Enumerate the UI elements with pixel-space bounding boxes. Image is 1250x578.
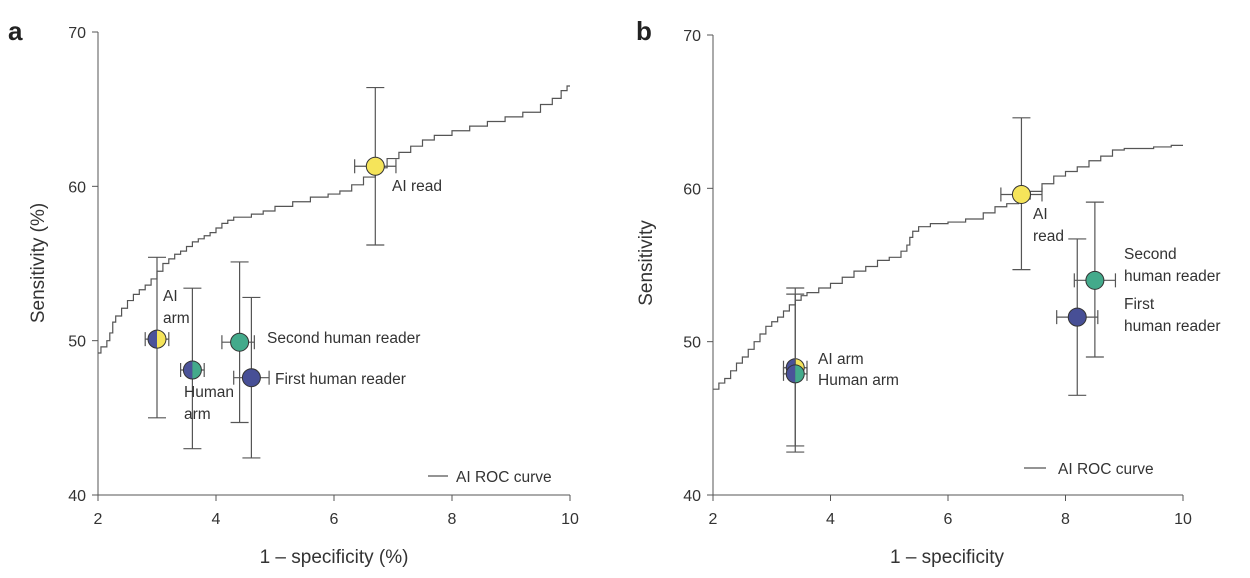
panel-a-letter: a: [8, 16, 23, 46]
panel-a-x-tick-label: 8: [448, 511, 457, 528]
panel-b-x-label: 1 – specificity: [890, 547, 1005, 568]
panel-a-point-human-arm: Human arm: [180, 287, 234, 450]
panel-b-ai-read-label: AI: [1033, 206, 1048, 223]
panel-b-human-arm-marker-left-half: [786, 364, 796, 383]
panel-b-y-label: Sensitivity: [636, 220, 657, 306]
panel-a-x-label: 1 – specificity (%): [260, 547, 409, 568]
panel-a-legend-label: AI ROC curve: [456, 469, 552, 486]
panel-b-y-tick-label: 60: [683, 181, 701, 198]
panel-b-second-human-reader-label: human reader: [1124, 268, 1221, 285]
panel-b-human-arm-marker-right-half: [795, 364, 805, 383]
panel-b-x-tick-label: 4: [826, 511, 835, 528]
panel-a-ai-arm-label: arm: [163, 310, 190, 327]
panel-a-first-human-reader-label: First human reader: [275, 371, 406, 388]
panel-b-first-human-reader-marker: [1067, 307, 1087, 327]
panel-a-y-label: Sensitivity (%): [28, 203, 49, 323]
panel-a-ai-read-marker: [365, 156, 385, 176]
panel-a-point-first-human-reader: First human reader: [233, 296, 406, 459]
panel-b-x-tick-label: 2: [709, 511, 718, 528]
panel-a-ai-arm-label: AI: [163, 288, 178, 305]
panel-a-y-tick-label: 40: [68, 488, 86, 505]
panel-b-second-human-reader-marker: [1085, 270, 1105, 290]
panel-a-x-tick-label: 2: [94, 511, 103, 528]
panel-b-ai-arm-label: AI arm: [818, 351, 864, 368]
panel-a-y-tick-label: 60: [68, 179, 86, 196]
panel-b-x-tick-label: 10: [1174, 511, 1192, 528]
panel-a-x-tick-label: 4: [212, 511, 221, 528]
panel-a-ai-arm-marker-right-half: [157, 330, 166, 349]
panel-b-point-human-arm: Human arm: [782, 293, 899, 453]
panel-b: b 1 – specificity Sensitivity 2 4 6 8 10 40 50…: [636, 16, 1221, 568]
panel-b-letter: b: [636, 16, 652, 46]
panel-a-human-arm-marker-right-half: [192, 360, 202, 379]
panel-a-human-arm-label: Human: [184, 384, 234, 401]
panel-b-y-tick-label: 70: [683, 28, 701, 45]
panel-a-roc-curve: [98, 85, 570, 354]
panel-a-first-human-reader-marker: [241, 368, 261, 388]
panel-a-point-ai-read: AI read: [354, 86, 442, 246]
panel-a-y-tick-label: 50: [68, 334, 86, 351]
panel-b-point-ai-read: AI read: [1000, 117, 1064, 271]
panel-a-x-tick-label: 6: [330, 511, 339, 528]
panel-a-ai-arm-marker-left-half: [148, 330, 157, 349]
panel-b-human-arm-label: Human arm: [818, 372, 899, 389]
panel-a-y-tick-label: 70: [68, 25, 86, 42]
panel-b-x-tick-label: 8: [1061, 511, 1070, 528]
panel-b-y-tick-label: 40: [683, 488, 701, 505]
panel-b-point-second-human-reader: Second human reader: [1073, 201, 1221, 358]
panel-b-point-first-human-reader: First human reader: [1056, 238, 1221, 396]
panel-a-second-human-reader-label: Second human reader: [267, 330, 420, 347]
panel-b-first-human-reader-label: First: [1124, 296, 1155, 313]
panel-a-human-arm-marker-left-half: [183, 360, 193, 379]
panel-b-x-tick-label: 6: [944, 511, 953, 528]
panel-a-second-human-reader-marker: [230, 332, 250, 352]
panel-b-second-human-reader-label: Second: [1124, 246, 1177, 263]
panel-b-roc-curve: [713, 144, 1183, 390]
panel-a-x-tick-label: 10: [561, 511, 579, 528]
panel-a-point-second-human-reader: Second human reader: [221, 261, 420, 424]
panel-a-ai-arm-marker-outline: [147, 329, 167, 349]
panel-b-human-arm-marker-outline: [785, 364, 805, 384]
panel-b-legend-label: AI ROC curve: [1058, 461, 1154, 478]
panel-a-human-arm-marker-outline: [182, 360, 202, 380]
panel-a-ai-read-label: AI read: [392, 178, 442, 195]
panel-b-y-tick-label: 50: [683, 335, 701, 352]
panel-b-ai-read-marker: [1011, 184, 1031, 204]
panel-a-point-ai-arm: AI arm: [144, 256, 190, 419]
panel-a-human-arm-label: arm: [184, 406, 211, 423]
panel-b-first-human-reader-label: human reader: [1124, 318, 1221, 335]
panel-b-ai-read-label: read: [1033, 228, 1064, 245]
